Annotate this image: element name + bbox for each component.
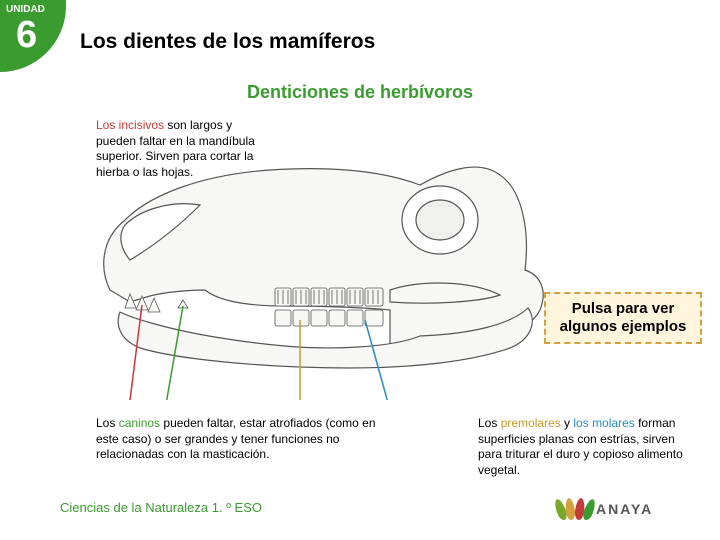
logo-leaves-icon — [560, 498, 590, 520]
cta-examples-button[interactable]: Pulsa para ver algunos ejemplos — [544, 292, 702, 344]
unit-badge: UNIDAD 6 — [0, 0, 66, 72]
page-title: Los dientes de los mamíferos — [80, 30, 375, 54]
skull-diagram — [70, 130, 550, 400]
highlight-molares: los molares — [573, 416, 634, 430]
highlight-caninos: caninos — [119, 416, 160, 430]
publisher-logo: ANAYA — [560, 498, 653, 520]
cta-line2: algunos ejemplos — [560, 318, 687, 335]
text-caninos-pre: Los — [96, 416, 119, 430]
cta-line1: Pulsa para ver — [572, 300, 675, 317]
unit-number: 6 — [16, 14, 37, 57]
section-subtitle: Denticiones de herbívoros — [0, 82, 720, 103]
footer-text: Ciencias de la Naturaleza 1. º ESO — [60, 500, 262, 515]
skull-svg — [70, 130, 550, 400]
text-molares-pre1: Los — [478, 416, 501, 430]
text-molares-mid: y — [561, 416, 574, 430]
logo-text: ANAYA — [596, 501, 653, 517]
callout-caninos: Los caninos pueden faltar, estar atrofia… — [96, 416, 396, 463]
highlight-premolares: premolares — [501, 416, 561, 430]
callout-molares: Los premolares y los molares forman supe… — [478, 416, 696, 478]
